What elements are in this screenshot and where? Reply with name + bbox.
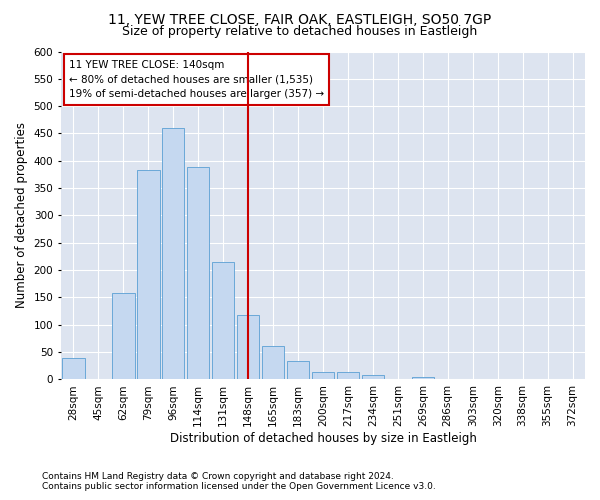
- Bar: [362, 375, 384, 380]
- Text: Contains HM Land Registry data © Crown copyright and database right 2024.: Contains HM Land Registry data © Crown c…: [42, 472, 394, 481]
- Bar: [137, 170, 160, 380]
- Bar: [312, 372, 334, 380]
- Bar: [287, 362, 309, 380]
- Bar: [337, 372, 359, 380]
- Bar: [262, 346, 284, 380]
- Text: Size of property relative to detached houses in Eastleigh: Size of property relative to detached ho…: [122, 25, 478, 38]
- Bar: [212, 262, 235, 380]
- Text: 11, YEW TREE CLOSE, FAIR OAK, EASTLEIGH, SO50 7GP: 11, YEW TREE CLOSE, FAIR OAK, EASTLEIGH,…: [109, 12, 491, 26]
- X-axis label: Distribution of detached houses by size in Eastleigh: Distribution of detached houses by size …: [170, 432, 476, 445]
- Bar: [162, 128, 184, 380]
- Y-axis label: Number of detached properties: Number of detached properties: [15, 122, 28, 308]
- Text: Contains public sector information licensed under the Open Government Licence v3: Contains public sector information licen…: [42, 482, 436, 491]
- Bar: [62, 358, 85, 380]
- Bar: [412, 376, 434, 380]
- Bar: [187, 168, 209, 380]
- Bar: [237, 315, 259, 380]
- Text: 11 YEW TREE CLOSE: 140sqm
← 80% of detached houses are smaller (1,535)
19% of se: 11 YEW TREE CLOSE: 140sqm ← 80% of detac…: [69, 60, 324, 100]
- Bar: [112, 293, 134, 380]
